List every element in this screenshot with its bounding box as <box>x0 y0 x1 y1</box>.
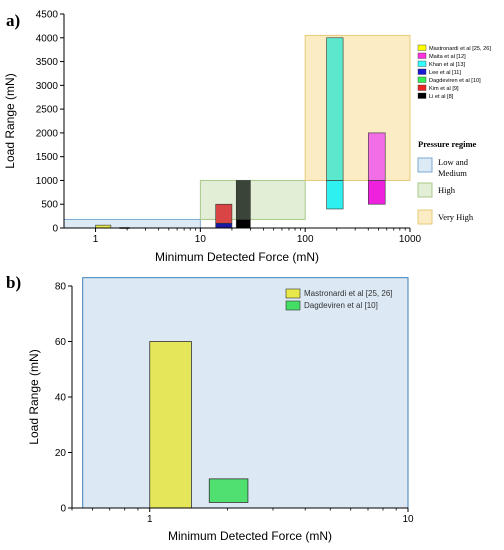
legend-label: Dagdeviren et al [10] <box>304 301 378 310</box>
regime-label-high: High <box>438 185 456 195</box>
x-tick-label: 100 <box>297 234 314 245</box>
legend-label: Li et al [8] <box>429 94 454 100</box>
legend-label: Khan et al [13] <box>429 62 466 68</box>
bar <box>208 478 249 503</box>
x-tick-label: 10 <box>195 234 207 245</box>
y-tick-label: 20 <box>55 448 67 459</box>
bar <box>235 219 251 229</box>
y-tick-label: 1000 <box>36 176 59 187</box>
legend-label: Dagdeviren et al [10] <box>429 78 481 84</box>
x-tick-label: 1000 <box>399 234 422 245</box>
legend-label: Kim et al [9] <box>429 86 459 92</box>
y-tick-label: 4500 <box>36 10 59 21</box>
panel-a-chart: 0 500 1000 1500 2000 2500 3000 3500 4000 4500 1 10 1… <box>3 10 491 265</box>
y-tick-label: 80 <box>55 282 67 293</box>
regime-legend-title: Pressure regime <box>418 139 477 149</box>
legend: Mastronardi et al [25, 26] Dagdeviren et … <box>285 288 393 311</box>
panel-b-chart: 0 20 40 60 80 1 10 Minimum Detected Force (mN) L… <box>27 277 414 543</box>
x-axis-title: Minimum Detected Force (mN) <box>155 250 319 264</box>
y-tick-label: 2500 <box>36 105 59 116</box>
x-tick-label: 1 <box>147 514 153 525</box>
regime-swatch <box>417 182 433 198</box>
bar <box>367 180 386 205</box>
y-tick-label: 3000 <box>36 81 59 92</box>
regime-box <box>63 218 201 229</box>
regime-label-low-medium: Low and Medium <box>438 157 469 178</box>
legend-swatch <box>285 288 301 299</box>
regime-label-very-high: Very High <box>438 212 474 222</box>
y-tick-label: 1500 <box>36 152 59 163</box>
y-tick-label: 2000 <box>36 128 59 139</box>
x-tick-label: 10 <box>402 514 414 525</box>
x-tick-label: 1 <box>93 234 99 245</box>
bar <box>215 203 233 224</box>
y-tick-label: 500 <box>41 200 58 211</box>
y-tick-label: 0 <box>52 224 58 235</box>
bar <box>149 341 192 509</box>
bar <box>235 180 251 220</box>
legend-swatch <box>417 76 427 83</box>
legend: Mastronardi et al [25, 26] Maita et al [1… <box>417 44 491 100</box>
y-tick-label: 3500 <box>36 57 59 68</box>
legend-label: Mastronardi et al [25, 26] <box>304 289 393 298</box>
legend-swatch <box>285 300 301 311</box>
y-axis-title: Load Range (mN) <box>27 349 41 444</box>
bar <box>215 222 233 229</box>
legend-swatch <box>417 60 427 67</box>
regime-swatch <box>417 157 433 173</box>
y-tick-label: 60 <box>55 337 67 348</box>
regime-swatch <box>417 209 433 225</box>
legend-swatch <box>417 84 427 91</box>
y-tick-label: 40 <box>55 393 67 404</box>
legend-swatch <box>417 52 427 59</box>
legend-label: Maita et al [12] <box>429 54 466 60</box>
panel-a-label: a) <box>6 11 20 30</box>
x-axis-title: Minimum Detected Force (mN) <box>168 529 332 543</box>
regime-box <box>304 34 411 181</box>
legend-label: Mastronardi et al [25, 26] <box>429 46 491 52</box>
bar <box>326 180 344 210</box>
y-axis-title: Load Range (mN) <box>3 73 17 168</box>
y-tick-label: 0 <box>60 504 66 515</box>
legend-swatch <box>417 68 427 75</box>
bar <box>326 37 344 181</box>
regime-box <box>82 277 409 509</box>
legend-swatch <box>417 92 427 99</box>
legend-label: Lee et al [11] <box>429 70 461 76</box>
panel-b-label: b) <box>6 273 21 292</box>
bar <box>367 132 386 181</box>
legend-swatch <box>417 44 427 51</box>
y-tick-label: 4000 <box>36 33 59 44</box>
